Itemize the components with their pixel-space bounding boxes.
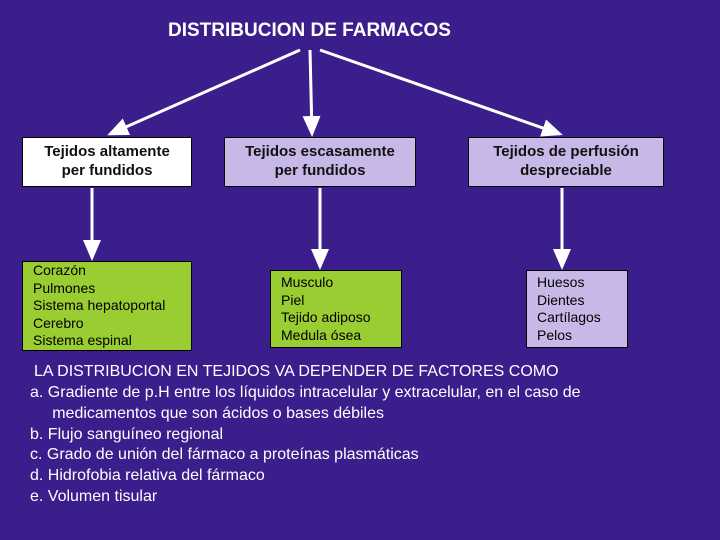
example-item: Musculo: [281, 274, 391, 292]
examples-box-low-perfusion: MusculoPielTejido adiposoMedula ósea: [270, 270, 402, 348]
category-label-line2: per fundidos: [275, 162, 366, 181]
arrow: [310, 50, 312, 134]
example-item: Medula ósea: [281, 327, 391, 345]
example-item: Cartílagos: [537, 309, 617, 327]
example-item: Cerebro: [33, 315, 181, 333]
page-title: DISTRIBUCION DE FARMACOS: [168, 20, 451, 42]
category-box-high-perfusion: Tejidos altamente per fundidos: [22, 137, 192, 187]
example-item: Sistema hepatoportal: [33, 297, 181, 315]
factors-list: a. Gradiente de p.H entre los líquidos i…: [30, 383, 581, 508]
category-box-low-perfusion: Tejidos escasamente per fundidos: [224, 137, 416, 187]
category-label-line2: despreciable: [520, 162, 612, 181]
example-item: Pelos: [537, 327, 617, 345]
category-label-line1: Tejidos de perfusión: [493, 143, 639, 162]
example-item: Piel: [281, 292, 391, 310]
example-item: Tejido adiposo: [281, 309, 391, 327]
examples-box-high-perfusion: CorazónPulmonesSistema hepatoportalCereb…: [22, 261, 192, 351]
factors-intro: LA DISTRIBUCION EN TEJIDOS VA DEPENDER D…: [34, 362, 559, 383]
example-item: Corazón: [33, 262, 181, 280]
example-item: Huesos: [537, 274, 617, 292]
category-label-line1: Tejidos altamente: [44, 143, 170, 162]
example-item: Pulmones: [33, 280, 181, 298]
example-item: Sistema espinal: [33, 332, 181, 350]
category-box-negligible-perfusion: Tejidos de perfusión despreciable: [468, 137, 664, 187]
category-label-line1: Tejidos escasamente: [245, 143, 395, 162]
arrow: [110, 50, 300, 134]
example-item: Dientes: [537, 292, 617, 310]
arrow: [320, 50, 560, 134]
category-label-line2: per fundidos: [62, 162, 153, 181]
examples-box-negligible-perfusion: HuesosDientesCartílagosPelos: [526, 270, 628, 348]
